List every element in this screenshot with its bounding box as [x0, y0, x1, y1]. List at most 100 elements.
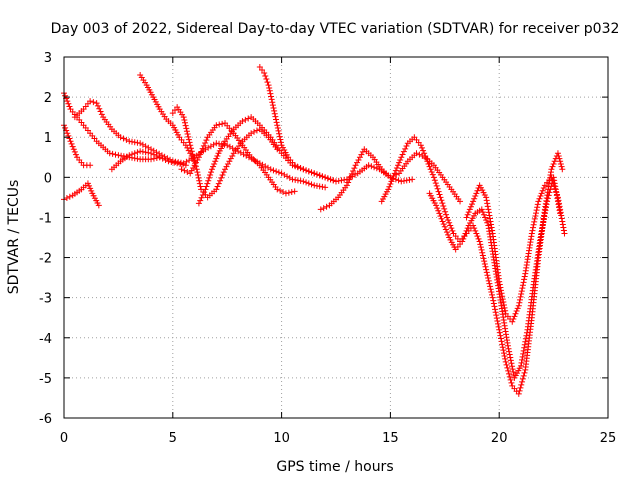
data-point: [556, 203, 563, 210]
data-point: [201, 189, 208, 196]
data-point: [508, 379, 515, 386]
data-point: [409, 176, 416, 183]
data-point: [483, 269, 490, 276]
data-point: [424, 158, 431, 165]
data-point: [338, 177, 345, 184]
data-point: [266, 84, 273, 91]
data-point: [297, 177, 304, 184]
data-point: [560, 224, 567, 231]
data-point: [348, 170, 355, 177]
data-point: [549, 177, 556, 184]
data-point: [282, 190, 289, 197]
data-point: [435, 188, 442, 195]
data-point: [268, 93, 275, 100]
y-tick-label: -5: [39, 372, 52, 387]
data-point: [430, 174, 437, 181]
data-point: [549, 163, 556, 170]
data-point: [515, 302, 522, 309]
data-point: [273, 168, 280, 175]
data-point: [500, 299, 507, 306]
data-point: [443, 229, 450, 236]
series-arc-7: [169, 104, 281, 201]
data-point: [148, 156, 155, 163]
data-point: [522, 338, 529, 345]
data-point: [488, 289, 495, 296]
data-point: [505, 367, 512, 374]
data-point: [350, 168, 357, 175]
data-point: [182, 162, 189, 169]
data-point: [483, 217, 490, 224]
data-point: [96, 105, 103, 112]
data-point: [123, 136, 130, 143]
data-point: [485, 206, 492, 213]
data-point: [213, 140, 220, 147]
data-point: [512, 310, 519, 317]
data-point: [521, 341, 528, 348]
data-point: [65, 132, 72, 139]
data-point: [496, 329, 503, 336]
data-point: [437, 194, 444, 201]
data-point: [495, 320, 502, 327]
data-point: [544, 198, 551, 205]
data-point: [115, 152, 122, 159]
data-point: [220, 169, 227, 176]
data-point: [67, 138, 74, 145]
series-arc-14: [463, 174, 568, 325]
data-point: [97, 108, 104, 115]
data-point: [517, 384, 524, 391]
data-point: [399, 151, 406, 158]
data-point: [274, 186, 281, 193]
data-point: [459, 238, 466, 245]
data-point: [511, 313, 518, 320]
data-point: [237, 149, 244, 156]
data-point: [317, 206, 324, 213]
data-point: [551, 158, 558, 165]
data-point: [464, 225, 471, 232]
data-point: [442, 226, 449, 233]
data-point: [98, 111, 105, 118]
data-point: [501, 353, 508, 360]
data-point: [521, 369, 528, 376]
data-point: [500, 347, 507, 354]
data-point: [211, 160, 218, 167]
data-point: [313, 182, 320, 189]
data-point: [513, 308, 520, 315]
data-point: [546, 189, 553, 196]
data-point: [499, 293, 506, 300]
plot-frame: [63, 56, 609, 419]
data-point: [432, 180, 439, 187]
data-point: [87, 98, 94, 105]
data-point: [207, 172, 214, 179]
data-point: [288, 189, 295, 196]
data-point: [434, 185, 441, 192]
data-point: [484, 272, 491, 279]
data-point: [472, 227, 479, 234]
data-point: [351, 165, 358, 172]
data-point: [519, 282, 526, 289]
data-point: [248, 130, 255, 137]
data-point: [514, 305, 521, 312]
data-point: [480, 211, 487, 218]
data-point: [292, 176, 299, 183]
data-point: [71, 148, 78, 155]
data-point: [461, 233, 468, 240]
data-point: [518, 359, 525, 366]
data-point: [485, 275, 492, 282]
data-point: [485, 209, 492, 216]
data-point: [555, 152, 562, 159]
data-point: [551, 182, 558, 189]
data-point: [106, 150, 113, 157]
data-point: [168, 158, 175, 165]
data-point: [440, 221, 447, 228]
data-point: [516, 296, 523, 303]
data-point: [129, 151, 135, 158]
data-point: [396, 159, 403, 166]
data-point: [226, 143, 233, 150]
data-point: [520, 347, 527, 354]
data-point: [322, 184, 329, 191]
data-point: [558, 163, 565, 170]
data-point: [519, 353, 526, 360]
data-point: [518, 381, 525, 388]
data-point: [197, 151, 204, 158]
data-point: [385, 186, 392, 193]
